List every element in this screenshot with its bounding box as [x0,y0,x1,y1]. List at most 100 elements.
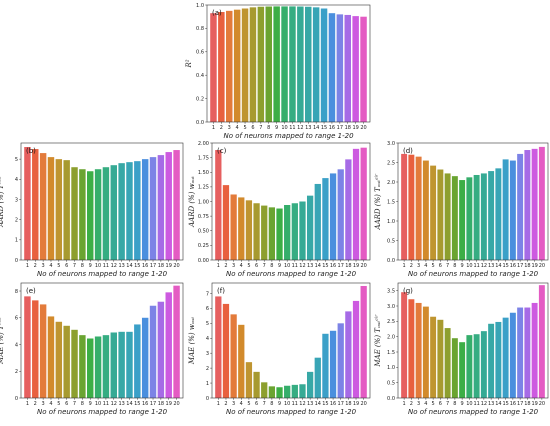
x-tick-label: 13 [307,401,313,407]
x-tick-label: 1 [217,401,220,407]
x-tick-label: 13 [118,263,124,269]
bar-3 [39,304,47,398]
x-tick-label: 4 [49,401,52,407]
x-tick-label: 10 [284,401,290,407]
bar-13 [488,171,495,260]
y-tick-label: 1.0 [387,219,395,225]
x-tick-label: 15 [502,401,508,407]
panel-label: (g) [403,287,413,295]
x-tick-label: 6 [255,263,258,269]
x-tick-label: 7 [259,125,262,131]
y-tick-label: 0.50 [198,229,209,235]
x-tick-label: 4 [49,263,52,269]
bar-4 [422,306,429,398]
y-tick-label: 2.0 [387,180,395,186]
x-tick-label: 5 [57,263,60,269]
y-tick-label: 4 [15,177,18,183]
x-tick-label: 17 [338,263,344,269]
bar-16 [329,330,337,398]
bar-16 [328,13,336,122]
x-tick-label: 11 [103,401,109,407]
x-tick-label: 9 [278,401,281,407]
y-tick-label: 0 [15,258,18,264]
bar-8 [451,338,458,398]
bar-6 [63,160,70,260]
bar-13 [306,371,314,398]
bar-11 [102,335,110,398]
x-tick-label: 19 [531,401,537,407]
bar-3 [39,153,47,260]
x-tick-label: 2 [34,263,37,269]
x-tick-label: 4 [236,125,239,131]
bar-1 [24,296,31,398]
x-tick-label: 13 [118,401,124,407]
axes-frame [397,282,549,399]
bar-18 [344,14,351,122]
y-tick-label: 3.0 [387,141,395,147]
x-tick-label: 15 [321,125,327,131]
chart-panel-4: 1 2 3 4 5 6 7 8 9 10 11 12 13 14 15 16 17 18 19 200.00.51.0… [374,141,549,278]
bar-4 [238,197,245,260]
bar-4 [233,9,241,122]
x-tick-label: 8 [270,401,273,407]
bar-13 [305,6,312,122]
x-tick-label: 9 [89,401,92,407]
bar-1 [210,13,217,122]
x-tick-label: 20 [173,401,179,407]
x-tick-label: 12 [111,263,117,269]
x-tick-label: 9 [278,263,281,269]
bar-4 [47,316,55,398]
y-tick-label: 0.00 [198,258,209,264]
y-tick-label: 5 [206,321,209,327]
x-tick-label: 7 [446,263,449,269]
bar-17 [149,157,157,260]
chart-panel-7: 1 2 3 4 5 6 7 8 9 10 11 12 13 14 15 16 17 18 19 200.00.51.0… [374,282,549,416]
bar-8 [265,6,272,123]
x-tick-label: 16 [330,401,336,407]
x-tick-label: 11 [289,125,295,131]
x-tick-label: 5 [247,401,250,407]
bar-14 [495,168,502,260]
x-tick-label: 2 [224,263,227,269]
bar-3 [415,302,422,398]
bar-5 [55,159,63,260]
x-tick-label: 6 [439,401,442,407]
bar-6 [437,319,444,398]
bar-11 [102,167,110,260]
bar-7 [261,205,268,260]
bar-11 [289,6,296,122]
y-tick-label: 0.0 [387,258,395,264]
bar-20 [538,285,545,398]
bar-4 [238,324,245,398]
x-tick-label: 19 [166,263,172,269]
x-tick-label: 20 [360,263,366,269]
x-tick-label: 6 [65,401,68,407]
bar-15 [322,333,329,398]
bar-15 [134,161,141,260]
x-axis-label: No of neurons mapped to range 1-20 [226,408,357,416]
x-tick-label: 14 [315,401,321,407]
bar-2 [408,299,415,398]
x-tick-label: 14 [126,263,132,269]
bar-16 [509,160,516,260]
y-tick-label: 1.75 [198,155,209,161]
chart-panel-6: 1 2 3 4 5 6 7 8 9 10 11 12 13 14 15 16 17 18 19 2001234567(… [188,282,371,416]
bar-12 [480,331,487,398]
x-tick-label: 2 [224,401,227,407]
bar-9 [87,338,94,398]
x-tick-label: 6 [255,401,258,407]
x-tick-label: 14 [495,401,501,407]
x-tick-label: 16 [329,125,335,131]
axes-frame [20,282,184,399]
x-tick-label: 15 [502,263,508,269]
x-tick-label: 3 [232,401,235,407]
bar-16 [141,159,149,260]
bar-2 [222,185,230,260]
x-tick-label: 12 [481,263,487,269]
bar-17 [337,169,344,260]
chart-panel-2: 1 2 3 4 5 6 7 8 9 10 11 12 13 14 15 16 17 18 19 20012345(b)… [0,142,184,278]
x-tick-label: 10 [95,263,101,269]
x-tick-label: 5 [432,263,435,269]
bar-7 [71,167,78,260]
